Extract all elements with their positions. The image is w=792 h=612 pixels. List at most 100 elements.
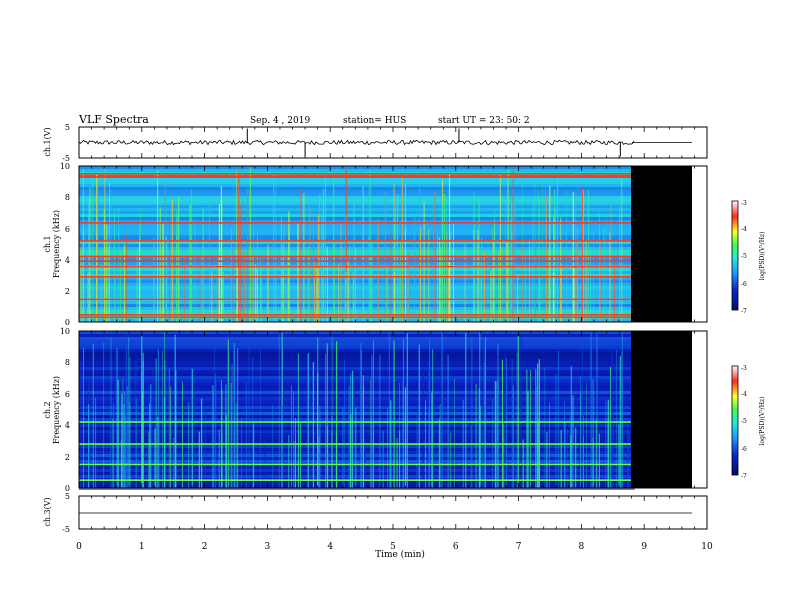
ch1-freq-tick-8: 8 <box>65 193 70 202</box>
ch3-ytick-bottom: -5 <box>62 525 70 534</box>
ch1-colorbar-label: log(PSD)(V²/Hz) <box>759 232 766 281</box>
ch1-spec-noise-row <box>79 295 635 298</box>
ch1-spec-noise-row <box>79 235 635 238</box>
ch1-spec-noise-row <box>79 178 635 181</box>
station-label: station= HUS <box>343 116 406 126</box>
ch2-ylabel-frequency: Frequency (kHz) <box>52 376 61 444</box>
ch2-freq-tick-8: 8 <box>65 358 70 367</box>
ch1-spec-noise-row <box>79 205 635 208</box>
ch1-spec-noise-row <box>79 223 635 226</box>
ch1-spec-noise-row <box>79 256 635 259</box>
ch1-spec-noise-row <box>79 190 635 193</box>
ch2-freq-ylabel: ch.2 Frequency (kHz) <box>43 376 61 444</box>
figure-title: VLF Spectra <box>78 113 149 126</box>
x-tick-8: 8 <box>579 542 585 552</box>
ch1-ylabel: ch.1(V) <box>43 127 52 156</box>
ch2-cbar-tick-top: -3 <box>741 365 747 372</box>
ch2-spec-noise-row <box>79 349 635 352</box>
ch1-spec-noise-row <box>79 268 635 271</box>
ch2-spec-noise-row <box>79 376 635 379</box>
ch2-colorbar <box>731 365 739 476</box>
x-tick-9: 9 <box>641 542 647 552</box>
ch1-ylabel-frequency: Frequency (kHz) <box>52 210 61 278</box>
ch2-spec-noise-row <box>79 340 635 343</box>
ch1-spec-noise-row <box>79 274 635 277</box>
ch2-spec-noise-row <box>79 358 635 361</box>
ch1-spec-noise-row <box>79 202 635 205</box>
ch1-freq-ylabel: ch.1 Frequency (kHz) <box>43 210 61 278</box>
axis-ticks <box>78 127 708 529</box>
ch2-spec-noise-row <box>79 466 635 469</box>
ch2-spec-noise-row <box>79 475 635 478</box>
ch1-spec-noise-row <box>79 307 635 310</box>
ch2-freq-tick-0: 0 <box>65 484 70 493</box>
ch1-spec-noise-row <box>79 217 635 220</box>
ch2-spec-noise-row <box>79 331 635 334</box>
ch2-spec-noise-row <box>79 457 635 460</box>
date-label: Sep. 4 , 2019 <box>250 116 310 126</box>
ch2-spec-noise-row <box>79 451 635 454</box>
ch1-spec-noise-row <box>79 169 635 172</box>
ch1-no-data-area <box>631 166 692 322</box>
ch1-spec-noise-row <box>79 289 635 292</box>
x-tick-1: 1 <box>139 542 145 552</box>
ch2-spec-noise-row <box>79 370 635 373</box>
ch2-spec-noise-row <box>79 403 635 406</box>
ch2-spectrogram-image <box>79 331 635 490</box>
ch2-freq-tick-6: 6 <box>65 390 70 399</box>
ch1-cbar-tick-bottom: -7 <box>741 308 747 315</box>
start-time-label: start UT = 23: 50: 2 <box>438 116 530 126</box>
ch2-spec-noise-row <box>79 454 635 457</box>
ch1-cbar-tick-3: -5 <box>741 253 747 260</box>
ch2-spec-noise-row <box>79 439 635 442</box>
ch1-spec-noise-row <box>79 304 635 307</box>
ch1-spec-noise-row <box>79 208 635 211</box>
ch3-ytick-top: 5 <box>65 492 70 501</box>
ch1-cbar-tick-top: -3 <box>741 200 747 207</box>
ch3-ylabel: ch.3(V) <box>43 497 52 526</box>
ch1-spec-noise-row <box>79 280 635 283</box>
ch1-spec-noise-row <box>79 196 635 199</box>
x-tick-7: 7 <box>516 542 522 552</box>
ch1-ytick-bottom: -5 <box>62 154 70 163</box>
x-tick-0: 0 <box>76 542 82 552</box>
ch1-colorbar <box>731 200 739 311</box>
ch1-spec-noise-row <box>79 292 635 295</box>
ch2-cbar-tick-2: -4 <box>741 391 747 398</box>
ch1-spec-noise-row <box>79 214 635 217</box>
ch2-ylabel-channel: ch.2 <box>43 401 52 418</box>
ch2-spec-noise-row <box>79 418 635 421</box>
ch1-spec-noise-row <box>79 277 635 280</box>
x-axis-label: Time (min) <box>375 549 425 560</box>
ch2-spec-noise-row <box>79 460 635 463</box>
ch1-spec-noise-row <box>79 166 635 169</box>
ch1-spec-noise-row <box>79 193 635 196</box>
ch2-spec-noise-row <box>79 472 635 475</box>
ch2-spec-noise-row <box>79 361 635 364</box>
ch3-waveform-panel: 5 -5 ch.3(V) <box>43 492 708 534</box>
ch2-spec-noise-row <box>79 385 635 388</box>
ch2-spec-noise-row <box>79 436 635 439</box>
ch2-spec-noise-row <box>79 409 635 412</box>
ch2-freq-tick-10: 10 <box>60 327 70 336</box>
ch1-spec-noise-row <box>79 310 635 313</box>
x-tick-10: 10 <box>701 542 713 552</box>
ch2-spec-noise-row <box>79 484 635 487</box>
ch1-freq-tick-4: 4 <box>65 256 70 265</box>
ch1-spec-noise-row <box>79 271 635 274</box>
ch2-spec-noise-row <box>79 343 635 346</box>
x-tick-2: 2 <box>202 542 208 552</box>
ch1-cbar-tick-4: -6 <box>741 281 747 288</box>
ch2-spec-noise-row <box>79 364 635 367</box>
ch2-spec-noise-row <box>79 406 635 409</box>
x-tick-6: 6 <box>453 542 459 552</box>
ch1-spec-noise-row <box>79 211 635 214</box>
ch1-spec-noise-row <box>79 319 635 322</box>
ch2-cbar-tick-3: -5 <box>741 418 747 425</box>
ch1-spikes <box>246 128 621 157</box>
ch1-spec-noise-row <box>79 253 635 256</box>
ch2-spec-noise-row <box>79 433 635 436</box>
x-tick-3: 3 <box>265 542 271 552</box>
ch1-waveform-trace <box>78 139 635 146</box>
